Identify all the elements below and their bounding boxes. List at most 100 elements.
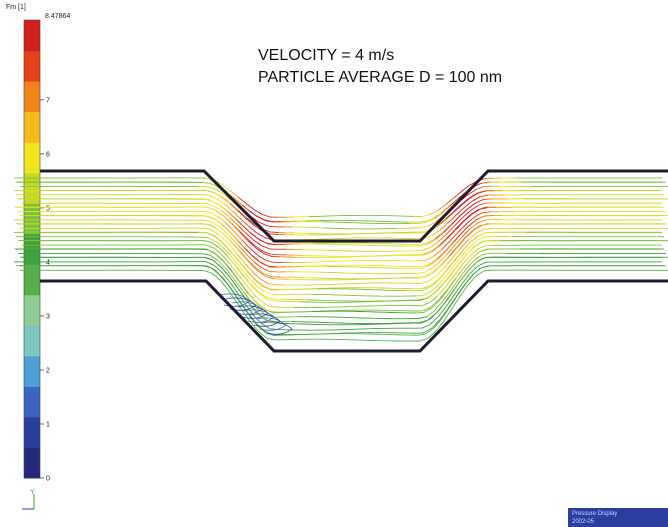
streamline-segment xyxy=(447,229,457,239)
streamline-segment xyxy=(461,273,471,285)
streamline-segment xyxy=(437,301,447,312)
streamline-segment xyxy=(445,197,455,205)
streamline-segment xyxy=(215,210,225,217)
streamline-segment xyxy=(251,286,261,295)
streamline-segment xyxy=(457,282,467,295)
streamline-segment xyxy=(259,332,269,340)
streamline-segment xyxy=(455,238,465,249)
streamline-segment xyxy=(229,282,239,294)
streamline-segment xyxy=(443,223,453,233)
streamline-segment xyxy=(423,251,433,256)
streamline-segment xyxy=(239,282,249,294)
streamline-segment xyxy=(219,235,229,244)
streamline-segment xyxy=(205,232,215,237)
streamline-segment xyxy=(421,301,431,307)
streamline-segment xyxy=(263,291,273,295)
streamline-segment xyxy=(445,241,455,252)
streamline-segment xyxy=(433,301,443,312)
streamline-segment xyxy=(427,259,437,266)
streamline-segment xyxy=(231,210,241,219)
streamline-segment xyxy=(431,282,441,292)
streamline-segment xyxy=(269,233,279,235)
streamline-segment xyxy=(253,278,263,287)
streamline-segment xyxy=(449,246,459,257)
streamline-segment xyxy=(443,308,453,321)
streamline-segment xyxy=(445,261,455,272)
streamline-segment xyxy=(243,276,253,287)
streamline-segment xyxy=(425,218,435,223)
streamline-segment xyxy=(227,289,237,302)
streamline-segment xyxy=(451,262,461,274)
streamline-segment xyxy=(259,222,269,227)
streamline-segment xyxy=(429,241,439,248)
streamline-segment xyxy=(255,285,265,292)
streamline-segment xyxy=(267,319,277,323)
streamline-segment xyxy=(217,216,227,224)
streamline-segment xyxy=(445,230,455,240)
streamline-segment xyxy=(439,308,449,320)
streamline-segment xyxy=(229,231,239,242)
streamline-segment xyxy=(215,241,225,249)
color-scale-segment xyxy=(24,50,40,82)
streamline-segment xyxy=(443,258,453,269)
streamline-segment xyxy=(469,222,479,230)
streamline-segment xyxy=(221,241,231,252)
color-scale-tick-label: 6 xyxy=(46,151,50,158)
streamline-segment xyxy=(435,320,445,332)
streamline-segment xyxy=(445,210,455,219)
streamline-segment xyxy=(253,209,263,215)
streamline-segment xyxy=(199,236,209,239)
color-scale-segment xyxy=(24,20,40,52)
streamline-segment xyxy=(221,197,231,205)
streamline-segment xyxy=(431,265,441,274)
streamline-segment xyxy=(479,236,489,240)
streamline-segment xyxy=(199,194,209,196)
streamline-segment xyxy=(259,278,269,284)
streamline-segment xyxy=(429,280,439,288)
streamline-segment xyxy=(421,247,431,251)
streamline-segment xyxy=(453,251,463,262)
streamline-segment xyxy=(421,307,431,312)
streamline-segment xyxy=(477,245,487,250)
channel-top-wall xyxy=(40,169,668,243)
streamline-segment xyxy=(213,205,223,212)
streamline-segment xyxy=(461,268,471,279)
streamline-segment xyxy=(225,236,235,246)
streamline-segment xyxy=(429,311,439,320)
streamline-segment xyxy=(453,190,463,199)
streamline-segment xyxy=(241,273,251,284)
streamline-segment xyxy=(231,257,241,268)
streamline-segment xyxy=(229,203,239,212)
streamline-segment xyxy=(211,272,221,281)
streamline-segment xyxy=(439,256,449,267)
streamline-segment xyxy=(429,300,439,309)
streamline-segment xyxy=(245,216,255,225)
streamline-segment xyxy=(237,244,247,255)
streamline-segment xyxy=(229,268,239,280)
streamline-segment xyxy=(235,219,245,228)
streamline-segment xyxy=(213,218,223,225)
streamline-segment xyxy=(229,277,239,289)
streamline-segment xyxy=(223,248,233,258)
streamline-segment xyxy=(423,272,433,278)
streamline-segment xyxy=(233,293,243,306)
streamline-segment xyxy=(229,202,239,211)
streamline-segment xyxy=(239,250,249,261)
streamline-segment xyxy=(241,305,251,317)
streamline-segment xyxy=(245,299,255,311)
color-scale-segment xyxy=(24,203,40,235)
footer-badge: Pressure Display 2002-05 xyxy=(568,508,668,527)
streamline-segment xyxy=(205,189,215,194)
streamline-segment xyxy=(435,283,445,293)
streamline-segment xyxy=(255,267,265,275)
channel-bottom-wall xyxy=(40,279,668,353)
streamline-segment xyxy=(201,182,211,184)
streamline-segment xyxy=(237,260,247,271)
streamline-segment xyxy=(251,270,261,280)
streamline-segment xyxy=(221,228,231,237)
streamline-segment xyxy=(439,222,449,231)
streamline-segment xyxy=(267,299,277,302)
streamline-segment xyxy=(477,215,487,220)
streamline-segment xyxy=(239,232,249,242)
streamline-segment xyxy=(453,222,463,232)
